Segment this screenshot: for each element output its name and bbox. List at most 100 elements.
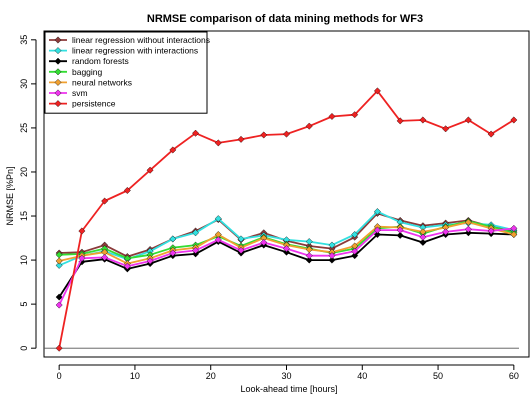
legend-swatch-marker — [54, 78, 62, 86]
legend-entry: bagging — [49, 67, 103, 77]
legend-entry: neural networks — [49, 77, 132, 87]
data-point — [214, 236, 222, 244]
data-point — [464, 218, 472, 226]
x-tick-label: 60 — [509, 371, 519, 381]
data-point — [169, 235, 177, 243]
data-point — [260, 238, 268, 246]
data-point — [214, 215, 222, 223]
y-tick-label: 0 — [19, 346, 29, 351]
legend-swatch-marker — [54, 100, 62, 108]
data-point — [510, 231, 518, 239]
legend-swatch-marker — [54, 57, 62, 65]
legend-entry: svm — [49, 88, 88, 98]
x-tick-label: 40 — [357, 371, 367, 381]
data-point — [464, 229, 472, 237]
x-axis-label: Look-ahead time [hours] — [240, 384, 337, 394]
data-point — [510, 116, 518, 124]
data-point — [487, 227, 495, 235]
data-point — [146, 166, 154, 174]
data-point — [283, 245, 290, 253]
x-tick-label: 0 — [57, 371, 62, 381]
legend-label: linear regression with interactions — [72, 46, 198, 56]
data-point — [351, 252, 359, 260]
data-point — [78, 254, 86, 262]
data-point — [351, 231, 359, 239]
y-axis-label: NRMSE [%Pn] — [5, 166, 15, 225]
data-point — [510, 224, 518, 232]
legend-swatch-marker — [54, 68, 62, 76]
data-point — [192, 129, 200, 137]
x-tick-label: 10 — [130, 371, 140, 381]
data-point — [283, 130, 290, 138]
data-point — [55, 293, 63, 301]
data-point — [192, 229, 200, 237]
data-point — [328, 256, 336, 264]
legend-swatch-marker — [54, 89, 62, 97]
x-axis: 0 10 20 30 40 50 60 — [57, 364, 519, 381]
data-point — [396, 231, 404, 239]
chart-title: NRMSE comparison of data mining methods … — [147, 13, 423, 25]
data-point — [101, 253, 109, 261]
data-point — [373, 208, 381, 216]
x-tick-label: 30 — [281, 371, 291, 381]
legend-label: bagging — [72, 67, 103, 77]
legend-swatch-marker — [54, 36, 62, 44]
data-point — [328, 252, 336, 260]
series-persistence — [55, 87, 518, 352]
plot-area — [43, 30, 530, 358]
data-point — [169, 146, 177, 154]
y-axis: 0 5 10 15 20 25 30 35 — [19, 35, 37, 351]
data-point — [464, 225, 472, 233]
data-point — [123, 186, 131, 194]
data-point — [305, 256, 313, 264]
y-tick-label: 20 — [19, 167, 29, 177]
y-tick-label: 30 — [19, 79, 29, 89]
legend-swatch-marker — [54, 47, 62, 55]
data-point — [328, 241, 336, 249]
data-point — [305, 252, 313, 260]
data-point — [260, 131, 268, 139]
data-point — [237, 135, 245, 143]
x-tick-label: 20 — [206, 371, 216, 381]
data-point — [419, 233, 427, 241]
data-point — [146, 257, 154, 265]
data-point — [373, 231, 381, 239]
data-point — [214, 139, 222, 147]
legend-label: linear regression without interactions — [72, 35, 210, 45]
y-tick-label: 25 — [19, 123, 29, 133]
data-point — [55, 261, 63, 269]
legend-label: persistence — [72, 99, 116, 109]
legend-label: svm — [72, 88, 88, 98]
legend-entry: random forests — [49, 56, 129, 66]
data-point — [55, 301, 63, 309]
legend-box — [44, 31, 208, 114]
series-svm — [55, 224, 518, 309]
legend-label: neural networks — [72, 77, 132, 87]
data-point — [237, 246, 245, 254]
data-point — [419, 238, 427, 246]
data-point — [373, 87, 381, 95]
data-point — [419, 116, 427, 124]
data-point — [283, 248, 290, 256]
data-point — [396, 117, 404, 125]
legend-entry: persistence — [49, 99, 116, 109]
y-tick-label: 5 — [19, 302, 29, 307]
data-point — [192, 250, 200, 258]
data-point — [305, 238, 313, 246]
y-tick-label: 35 — [19, 35, 29, 45]
x-tick-label: 50 — [433, 371, 443, 381]
data-point — [237, 235, 245, 243]
data-point — [55, 257, 63, 265]
legend-label: random forests — [72, 56, 129, 66]
data-point — [305, 122, 313, 130]
data-point — [192, 246, 200, 254]
data-point — [351, 111, 359, 119]
data-point — [169, 249, 177, 257]
data-point — [328, 112, 336, 120]
legend: linear regression without interactionsli… — [44, 31, 210, 114]
data-point — [396, 226, 404, 234]
data-point — [351, 247, 359, 255]
data-point — [123, 262, 131, 270]
data-point — [442, 228, 450, 236]
